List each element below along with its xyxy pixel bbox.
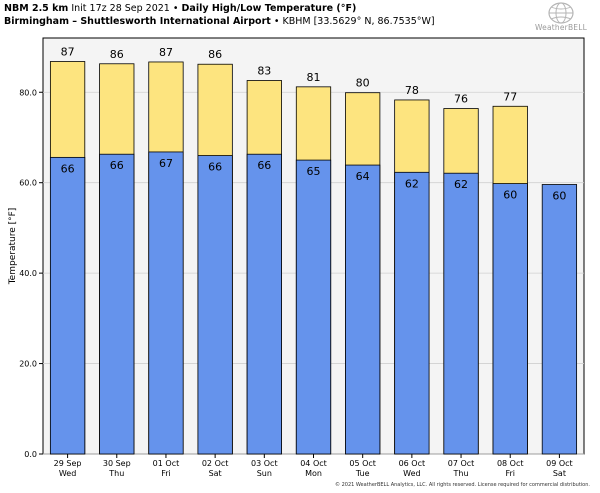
logo-text: WeatherBELL — [534, 23, 588, 32]
y-tick-label: 60.0 — [19, 179, 37, 188]
model-name: NBM 2.5 km — [4, 3, 69, 14]
x-tick-weekday: Sat — [209, 469, 222, 478]
x-tick-weekday: Mon — [305, 469, 322, 478]
y-tick-label: 40.0 — [19, 269, 37, 278]
low-bar — [295, 159, 332, 455]
low-value-label: 66 — [61, 162, 75, 175]
low-bar — [148, 151, 184, 455]
low-bar — [492, 183, 528, 455]
y-axis-label: Temperature [°F] — [8, 208, 18, 286]
copyright-credit: © 2021 WeatherBELL Analytics, LLC. All r… — [335, 482, 590, 488]
x-tick-date: 03 Oct — [251, 459, 278, 468]
x-tick-weekday: Sat — [553, 469, 566, 478]
y-axis: 0.0 20.0 40.0 60.0 80.0 — [19, 88, 43, 459]
separator: • — [273, 16, 280, 27]
x-tick-weekday: Fri — [161, 469, 171, 478]
x-tick-date: 08 Oct — [497, 459, 524, 468]
low-bar — [197, 155, 233, 455]
x-tick-date: 04 Oct — [300, 459, 327, 468]
high-value-label: 83 — [257, 65, 271, 78]
low-bar — [49, 156, 86, 455]
high-value-label: 87 — [159, 46, 173, 59]
init-time: Init 17z 28 Sep 2021 — [71, 3, 170, 14]
x-tick-date: 06 Oct — [399, 459, 426, 468]
high-value-label: 80 — [356, 77, 370, 90]
high-value-label: 87 — [61, 46, 75, 59]
x-tick-date: 05 Oct — [349, 459, 376, 468]
low-bar — [99, 153, 135, 455]
y-tick-label: 20.0 — [19, 360, 37, 369]
low-value-label: 66 — [110, 159, 124, 172]
x-tick-date: 09 Oct — [546, 459, 573, 468]
x-tick-date: 01 Oct — [153, 459, 180, 468]
x-tick-weekday: Fri — [505, 469, 515, 478]
x-tick-weekday: Sun — [257, 469, 272, 478]
high-value-label: 81 — [307, 71, 321, 84]
low-bar — [394, 171, 430, 455]
x-tick-weekday: Wed — [403, 469, 420, 478]
low-value-label: 67 — [159, 157, 173, 170]
low-bar — [345, 164, 381, 455]
low-value-label: 66 — [257, 159, 271, 172]
low-value-label: 62 — [405, 177, 419, 190]
high-value-label: 86 — [110, 48, 124, 61]
x-tick-date: 29 Sep — [54, 459, 82, 468]
data-labels: 87 66 86 66 87 67 86 66 83 66 81 65 80 64 78 62 76 62 77 60… — [61, 46, 567, 203]
station-name: Birmingham – Shuttlesworth International… — [4, 16, 271, 27]
x-tick-weekday: Tue — [355, 469, 370, 478]
station-line: Birmingham – Shuttlesworth International… — [4, 16, 435, 27]
low-value-label: 60 — [552, 190, 566, 203]
x-tick-weekday: Thu — [108, 469, 124, 478]
low-value-label: 64 — [356, 170, 370, 183]
high-value-label: 77 — [503, 90, 517, 103]
high-value-label: 76 — [454, 93, 468, 106]
low-value-label: 62 — [454, 178, 468, 191]
low-bar — [443, 172, 479, 455]
weatherbell-logo: WeatherBELL — [528, 2, 594, 36]
y-tick-label: 0.0 — [24, 450, 37, 459]
low-bar — [246, 153, 282, 455]
x-tick-date: 02 Oct — [202, 459, 229, 468]
chart-title-line: NBM 2.5 km Init 17z 28 Sep 2021 • Daily … — [4, 3, 356, 14]
product-title: Daily High/Low Temperature (°F) — [181, 3, 357, 14]
x-tick-weekday: Wed — [59, 469, 76, 478]
separator: • — [172, 3, 179, 14]
station-info: KBHM [33.5629° N, 86.7535°W] — [282, 16, 435, 27]
x-tick-date: 30 Sep — [103, 459, 131, 468]
low-bar — [541, 184, 578, 455]
low-value-label: 65 — [307, 165, 321, 178]
low-value-label: 66 — [208, 161, 222, 174]
bars — [49, 61, 578, 455]
x-tick-weekday: Thu — [453, 469, 469, 478]
y-tick-label: 80.0 — [19, 88, 37, 97]
high-value-label: 78 — [405, 84, 419, 97]
globe-icon — [548, 2, 574, 24]
x-tick-date: 07 Oct — [448, 459, 475, 468]
high-value-label: 86 — [208, 48, 222, 61]
low-value-label: 60 — [503, 189, 517, 202]
